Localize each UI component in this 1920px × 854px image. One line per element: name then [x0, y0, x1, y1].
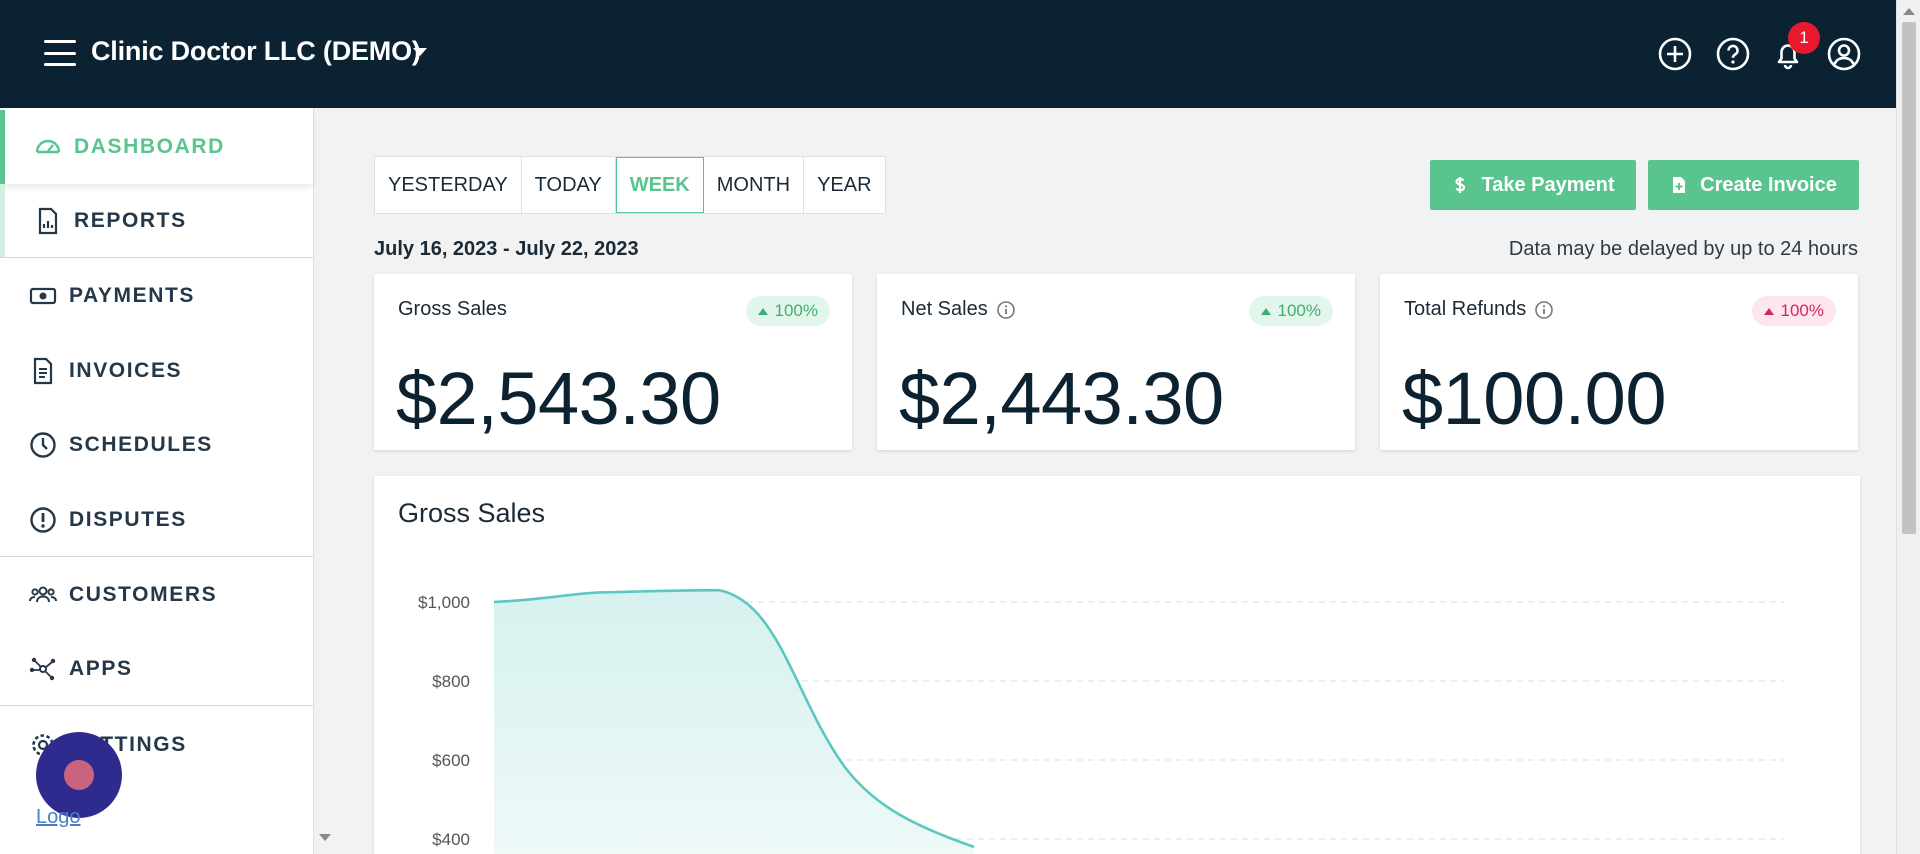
create-invoice-label: Create Invoice	[1700, 173, 1837, 196]
data-delay-note: Data may be delayed by up to 24 hours	[1508, 238, 1858, 260]
divider	[0, 257, 313, 258]
card-label-text: Gross Sales	[398, 298, 507, 320]
notification-badge: 1	[1788, 22, 1820, 54]
sidebar: DASHBOARD REPORTS PAYMENTS INVOICES SCHE…	[0, 108, 314, 854]
sidebar-item-schedules[interactable]: SCHEDULES	[0, 408, 313, 482]
change-badge: 100%	[745, 296, 830, 326]
gross-sales-chart: $1,000 $800 $600 $400	[418, 588, 1784, 854]
sidebar-item-payments[interactable]: PAYMENTS	[0, 259, 313, 333]
sidebar-item-label: DISPUTES	[69, 508, 187, 531]
scroll-up-icon[interactable]	[1903, 8, 1915, 15]
org-dropdown-caret-icon[interactable]	[413, 48, 427, 56]
change-badge: 100%	[1248, 296, 1333, 326]
take-payment-button[interactable]: Take Payment	[1430, 160, 1636, 210]
card-value: $2,543.30	[396, 357, 721, 440]
people-icon	[28, 580, 58, 610]
series-line	[493, 588, 975, 849]
y-tick-label: $600	[432, 751, 470, 770]
gross-sales-chart-card: $1,000 $800 $600 $400 Gross Sales	[374, 476, 1860, 854]
speedometer-icon	[33, 132, 63, 162]
tab-week[interactable]: WEEK	[615, 157, 704, 213]
tab-today[interactable]: TODAY	[522, 157, 616, 213]
apps-hub-icon	[28, 654, 58, 684]
take-payment-label: Take Payment	[1481, 173, 1615, 196]
total-refunds-card: Total Refunds 100% $100.00	[1380, 274, 1858, 450]
sidebar-item-apps[interactable]: APPS	[0, 632, 313, 706]
sidebar-item-label: REPORTS	[74, 209, 187, 232]
tab-month[interactable]: MONTH	[704, 157, 805, 213]
gross-sales-card: Gross Sales 100% $2,543.30	[374, 274, 852, 450]
report-icon	[33, 206, 63, 236]
logo: Logo	[36, 806, 81, 828]
clock-icon	[28, 430, 58, 460]
org-title[interactable]: Clinic Doctor LLC (DEMO)	[91, 36, 421, 66]
sidebar-item-disputes[interactable]: DISPUTES	[0, 483, 313, 557]
sidebar-scroll-down-icon[interactable]	[319, 834, 331, 841]
new-document-icon	[1673, 177, 1686, 193]
info-icon[interactable]	[996, 300, 1016, 320]
change-value: 100%	[1277, 301, 1321, 320]
divider	[0, 556, 313, 557]
top-bar: Clinic Doctor LLC (DEMO) 1	[0, 0, 1896, 108]
cash-icon	[28, 281, 58, 311]
sidebar-item-dashboard[interactable]: DASHBOARD	[0, 110, 313, 184]
date-range-label: July 16, 2023 - July 22, 2023	[374, 238, 639, 260]
y-tick-label: $1,000	[418, 593, 470, 612]
tab-yesterday[interactable]: YESTERDAY	[375, 157, 522, 213]
y-tick-label: $800	[432, 672, 470, 691]
sidebar-item-invoices[interactable]: INVOICES	[0, 334, 313, 408]
help-circle-icon[interactable]	[1715, 36, 1751, 72]
alert-circle-icon	[28, 505, 58, 535]
y-tick-label: $400	[432, 830, 470, 849]
sidebar-item-label: PAYMENTS	[69, 284, 195, 307]
card-value: $100.00	[1402, 357, 1667, 440]
chat-icon	[64, 760, 94, 790]
account-circle-icon[interactable]	[1826, 36, 1862, 72]
chat-launcher-button[interactable]	[36, 732, 122, 818]
menu-icon[interactable]	[44, 40, 76, 66]
change-badge: 100%	[1751, 296, 1836, 326]
sidebar-item-label: CUSTOMERS	[69, 583, 218, 606]
chart-title: Gross Sales	[398, 498, 546, 528]
change-value: 100%	[774, 301, 818, 320]
add-circle-icon[interactable]	[1657, 36, 1693, 72]
net-sales-card: Net Sales 100% $2,443.30	[877, 274, 1355, 450]
trend-up-icon	[1260, 307, 1271, 315]
card-label: Gross Sales	[398, 298, 507, 321]
card-label-text: Net Sales	[901, 298, 988, 320]
scrollbar-thumb[interactable]	[1902, 22, 1916, 534]
trend-up-icon	[757, 307, 768, 315]
change-value: 100%	[1780, 301, 1824, 320]
sidebar-item-label: APPS	[69, 657, 133, 680]
page-scrollbar[interactable]	[1896, 0, 1920, 854]
series-area	[494, 590, 974, 854]
card-label: Net Sales	[901, 298, 1016, 321]
dollar-icon	[1455, 177, 1466, 193]
sidebar-item-label: SCHEDULES	[69, 433, 213, 456]
info-icon[interactable]	[1534, 300, 1554, 320]
divider	[0, 705, 313, 706]
trend-negative-icon	[1763, 307, 1774, 315]
card-label-text: Total Refunds	[1404, 298, 1527, 320]
invoice-icon	[28, 356, 58, 386]
create-invoice-button[interactable]: Create Invoice	[1648, 160, 1859, 210]
sidebar-item-label: DASHBOARD	[74, 135, 225, 158]
sidebar-item-reports[interactable]: REPORTS	[0, 184, 313, 258]
tab-year[interactable]: YEAR	[817, 173, 872, 196]
sidebar-item-label: INVOICES	[69, 359, 183, 382]
sidebar-item-customers[interactable]: CUSTOMERS	[0, 558, 313, 632]
card-value: $2,443.30	[899, 357, 1224, 440]
card-label: Total Refunds	[1404, 298, 1554, 321]
date-range-tabs: YESTERDAY TODAY WEEK MONTH YEAR	[374, 156, 886, 214]
